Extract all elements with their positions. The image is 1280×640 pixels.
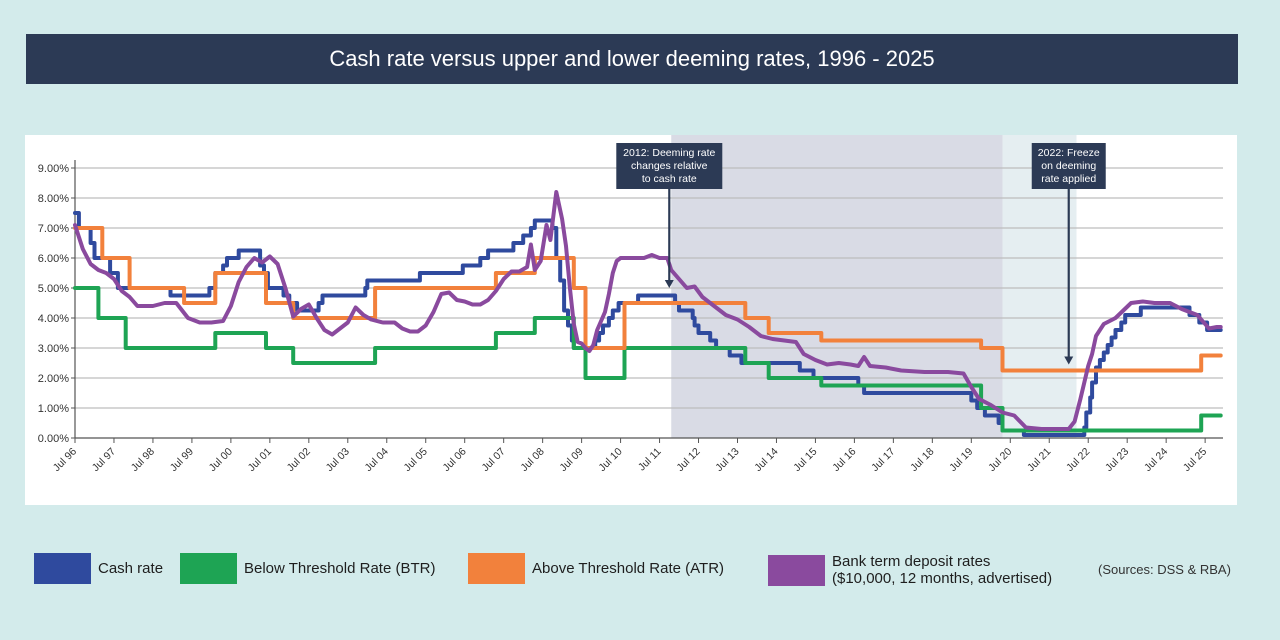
annotation-text: to cash rate	[642, 173, 697, 185]
arrow-down-icon	[664, 280, 674, 288]
chart-panel: 0.00% 1.00% 2.00% 3.00% 4.00% 5.00% 6.00% 7.00%…	[25, 135, 1237, 505]
x-tick-label: Jul 25	[1181, 446, 1209, 474]
annotation-box	[1031, 143, 1106, 189]
y-tick-label: 8.00%	[38, 193, 69, 205]
x-tick-label: Jul 08	[518, 446, 546, 474]
x-tick-label: Jul 98	[129, 446, 157, 474]
x-tick-label: Jul 17	[869, 446, 897, 474]
legend-swatch-btr	[180, 553, 237, 584]
x-tick-label: Jul 97	[90, 446, 118, 474]
x-tick-label: Jul 23	[1103, 446, 1131, 474]
y-tick-label: 2.00%	[38, 373, 69, 385]
x-tick-label: Jul 09	[557, 446, 585, 474]
x-tick-label: Jul 04	[363, 446, 391, 474]
x-tick-label: Jul 13	[713, 446, 741, 474]
chart-title: Cash rate versus upper and lower deeming…	[26, 34, 1238, 84]
x-tick-label: Jul 21	[1025, 446, 1053, 474]
x-tick-label: Jul 15	[791, 446, 819, 474]
x-tick-label: Jul 06	[441, 446, 469, 474]
legend-swatch-term-deposit	[768, 554, 825, 586]
x-tick-label: Jul 14	[752, 446, 780, 474]
series-line-above-threshold-rate-atr	[73, 226, 1223, 373]
annotation-text: changes relative	[631, 160, 708, 172]
x-tick-label: Jul 00	[207, 446, 235, 474]
legend-label-line2: ($10,000, 12 months, advertised)	[832, 570, 1053, 587]
y-tick-label: 7.00%	[38, 223, 69, 235]
x-tick-label: Jul 96	[51, 446, 79, 474]
y-tick-label: 5.00%	[38, 283, 69, 295]
annotation-text: rate applied	[1041, 173, 1096, 185]
annotation-text: 2022: Freeze	[1038, 147, 1100, 159]
legend-item-term-deposit: Bank term deposit rates ($10,000, 12 mon…	[768, 553, 1052, 587]
legend: Cash rate Below Threshold Rate (BTR) Abo…	[0, 553, 1280, 593]
x-tick-label: Jul 22	[1064, 446, 1092, 474]
y-tick-label: 9.00%	[38, 163, 69, 175]
sources-note: (Sources: DSS & RBA)	[1098, 562, 1231, 577]
legend-label: Bank term deposit rates ($10,000, 12 mon…	[832, 553, 1052, 587]
x-tick-label: Jul 12	[674, 446, 702, 474]
x-tick-label: Jul 16	[830, 446, 858, 474]
x-tick-label: Jul 03	[324, 446, 352, 474]
legend-label-line1: Bank term deposit rates	[832, 553, 991, 570]
y-tick-label: 0.00%	[38, 433, 69, 445]
legend-item-cash-rate: Cash rate	[34, 553, 163, 584]
x-tick-label: Jul 07	[479, 446, 507, 474]
x-tick-label: Jul 10	[596, 446, 624, 474]
legend-label: Above Threshold Rate (ATR)	[532, 560, 725, 577]
line-chart: 0.00% 1.00% 2.00% 3.00% 4.00% 5.00% 6.00% 7.00%…	[38, 135, 1223, 474]
series-line-below-threshold-rate-btr	[73, 286, 1223, 433]
legend-item-atr: Above Threshold Rate (ATR)	[468, 553, 724, 584]
legend-item-btr: Below Threshold Rate (BTR)	[180, 553, 435, 584]
annotation-text: on deeming	[1041, 160, 1096, 172]
x-tick-label: Jul 05	[402, 446, 430, 474]
legend-label: Below Threshold Rate (BTR)	[244, 560, 436, 577]
legend-swatch-atr	[468, 553, 525, 584]
y-tick-label: 3.00%	[38, 343, 69, 355]
x-tick-label: Jul 19	[947, 446, 975, 474]
x-tick-label: Jul 11	[636, 446, 664, 474]
y-tick-label: 4.00%	[38, 313, 69, 325]
x-tick-label: Jul 01	[246, 446, 274, 474]
x-tick-label: Jul 02	[285, 446, 313, 474]
series-line-bank-term-deposit-rates-10-000-12-months-advertised	[73, 190, 1223, 431]
x-tick-label: Jul 20	[986, 446, 1014, 474]
x-tick-label: Jul 24	[1142, 446, 1170, 474]
annotation-box	[616, 143, 723, 189]
annotation-text: 2012: Deeming rate	[623, 147, 715, 159]
y-tick-label: 6.00%	[38, 253, 69, 265]
arrow-down-icon	[1064, 356, 1074, 365]
legend-swatch-cash-rate	[34, 553, 91, 584]
legend-label: Cash rate	[98, 560, 164, 577]
x-tick-label: Jul 99	[168, 446, 196, 474]
y-tick-label: 1.00%	[38, 403, 69, 415]
x-tick-label: Jul 18	[908, 446, 936, 474]
